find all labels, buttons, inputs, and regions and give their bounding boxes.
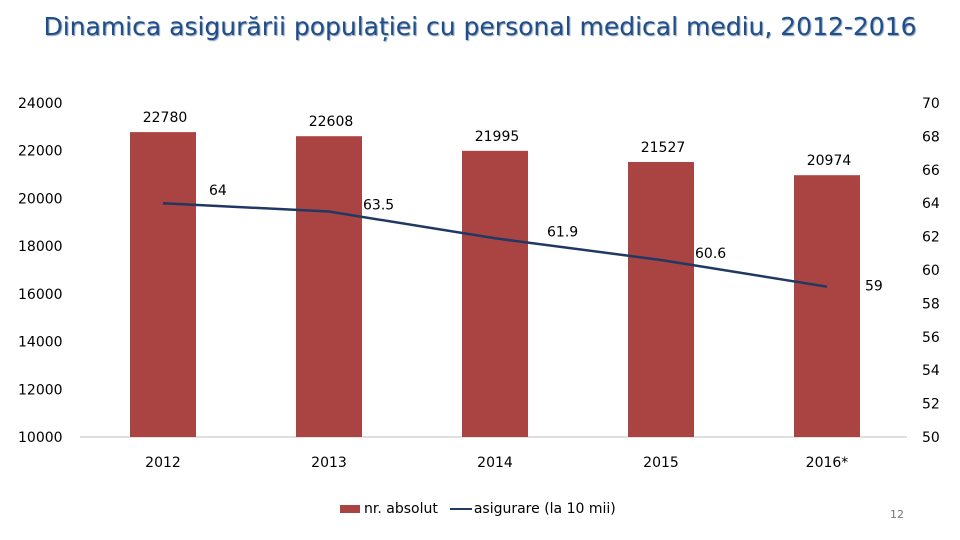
right-axis-tick-label: 62 bbox=[922, 230, 940, 246]
bar bbox=[794, 175, 860, 437]
right-axis-tick-label: 64 bbox=[922, 196, 940, 212]
right-axis-tick-label: 58 bbox=[922, 296, 940, 312]
line-value-label: 59 bbox=[865, 279, 883, 295]
line-series bbox=[162, 201, 828, 288]
line-value-label: 64 bbox=[209, 183, 227, 199]
bar bbox=[130, 132, 196, 437]
legend: nr. absolut asigurare (la 10 mii) bbox=[340, 500, 628, 518]
line-value-label: 63.5 bbox=[363, 198, 394, 214]
right-axis-tick-label: 66 bbox=[922, 163, 940, 179]
line-value-label: 61.9 bbox=[547, 224, 578, 240]
bar-value-label: 22780 bbox=[143, 110, 188, 126]
left-axis-tick-label: 10000 bbox=[18, 430, 63, 446]
bar-value-label: 20974 bbox=[807, 153, 852, 169]
left-axis-tick-label: 20000 bbox=[18, 191, 63, 207]
left-axis-tick-label: 24000 bbox=[18, 96, 63, 112]
legend-item-line: asigurare (la 10 mii) bbox=[449, 501, 616, 517]
legend-bar-label: nr. absolut bbox=[364, 501, 438, 517]
legend-bar-swatch bbox=[340, 505, 360, 513]
right-axis-tick-label: 54 bbox=[922, 363, 940, 379]
left-axis-tick-label: 16000 bbox=[18, 287, 63, 303]
right-axis-tick-label: 60 bbox=[922, 263, 940, 279]
right-axis-ticks: 50 52 54 56 58 60 62 64 66 68 70 bbox=[922, 96, 940, 446]
category-label: 2015 bbox=[643, 455, 679, 471]
bar-data-labels: 22780 22608 21995 21527 20974 bbox=[143, 110, 852, 169]
legend-item-bars: nr. absolut bbox=[340, 501, 438, 517]
bar bbox=[462, 150, 528, 438]
bar-value-label: 22608 bbox=[309, 114, 354, 130]
category-label: 2012 bbox=[145, 455, 181, 471]
category-labels: 2012 2013 2014 2015 2016* bbox=[145, 455, 848, 471]
left-axis-tick-label: 18000 bbox=[18, 239, 63, 255]
line-value-label: 60.6 bbox=[695, 246, 726, 262]
left-axis-tick-label: 22000 bbox=[18, 144, 63, 160]
bar-value-label: 21527 bbox=[641, 140, 686, 156]
left-axis-tick-label: 12000 bbox=[18, 382, 63, 398]
page-number: 12 bbox=[890, 508, 904, 521]
bar bbox=[296, 136, 362, 437]
line-data-labels: 64 63.5 61.9 60.6 59 bbox=[209, 183, 883, 295]
left-axis-tick-label: 14000 bbox=[18, 335, 63, 351]
right-axis-tick-label: 68 bbox=[922, 129, 940, 145]
right-axis-tick-label: 52 bbox=[922, 397, 940, 413]
chart-title: Dinamica asigurării populației cu person… bbox=[43, 12, 917, 41]
right-axis-tick-label: 56 bbox=[922, 330, 940, 346]
left-axis-ticks: 10000 12000 14000 16000 18000 20000 22000 24000 bbox=[18, 96, 63, 446]
bar bbox=[628, 161, 694, 437]
category-label: 2014 bbox=[477, 455, 513, 471]
category-label: 2013 bbox=[311, 455, 347, 471]
legend-line-swatch bbox=[449, 508, 472, 510]
category-label: 2016* bbox=[806, 455, 849, 471]
bar-series bbox=[130, 132, 860, 438]
legend-line-label: asigurare (la 10 mii) bbox=[473, 501, 616, 517]
bar-value-label: 21995 bbox=[475, 129, 520, 145]
right-axis-tick-label: 70 bbox=[922, 96, 940, 112]
right-axis-tick-label: 50 bbox=[922, 430, 940, 446]
